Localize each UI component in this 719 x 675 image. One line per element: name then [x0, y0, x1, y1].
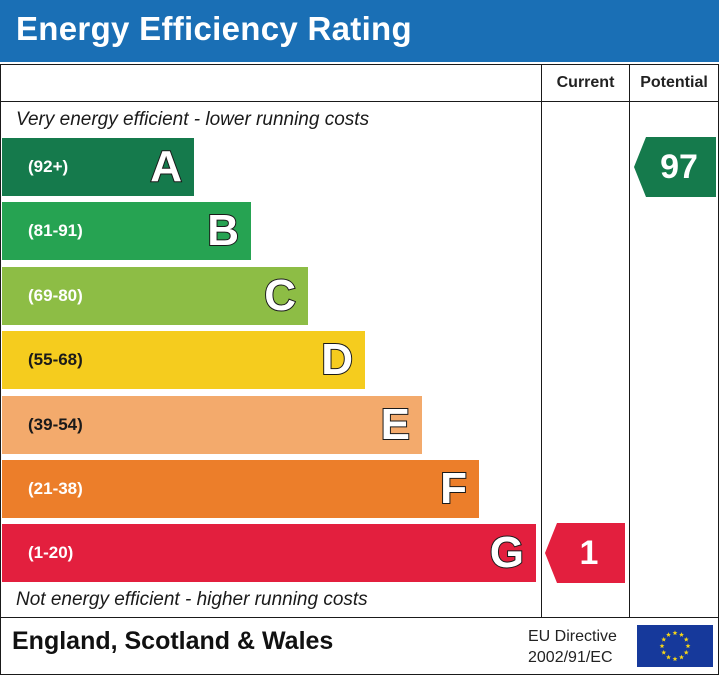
region-label: England, Scotland & Wales	[12, 627, 334, 655]
band-b: (81-91) B	[2, 202, 251, 260]
band-g-letter: G	[489, 527, 525, 578]
band-e-range: (39-54)	[28, 415, 83, 434]
potential-rating-arrow-shape	[634, 137, 716, 197]
band-e: (39-54) E	[2, 396, 422, 454]
eu-star-icon	[679, 654, 684, 660]
current-rating-arrow-shape	[545, 523, 625, 583]
potential-rating-value: 97	[660, 148, 698, 186]
bottom-note: Not energy efficient - higher running co…	[16, 589, 368, 610]
band-a: (92+) A	[2, 138, 194, 196]
header-bar: Energy Efficiency Rating	[0, 0, 719, 62]
eu-directive-line2: 2002/91/EC	[528, 649, 613, 666]
eu-star-icon	[679, 632, 684, 637]
band-f-letter: F	[439, 463, 468, 514]
current-column-header: Current	[556, 74, 615, 91]
band-e-letter: E	[380, 399, 411, 450]
band-d-letter: D	[320, 334, 354, 385]
potential-rating-arrow: 97	[634, 137, 716, 197]
eu-star-icon	[683, 636, 689, 642]
band-c-range: (69-80)	[28, 286, 83, 305]
top-note: Very energy efficient - lower running co…	[16, 109, 370, 130]
current-column-divider	[541, 64, 542, 617]
eu-star-icon	[672, 656, 678, 662]
band-c-letter: C	[263, 270, 297, 321]
eu-star-icon	[661, 649, 667, 655]
band-b-letter: B	[206, 205, 240, 256]
eu-star-icon	[659, 643, 665, 649]
band-g-range: (1-20)	[28, 543, 74, 562]
current-rating-arrow: 1	[545, 523, 625, 583]
eu-directive-line1: EU Directive	[528, 628, 617, 645]
band-d-range: (55-68)	[28, 350, 83, 369]
band-d: (55-68) D	[2, 331, 365, 389]
current-rating-value: 1	[579, 534, 599, 572]
eu-star-icon	[672, 630, 678, 636]
eu-star-icon	[685, 643, 691, 649]
potential-column-divider	[629, 64, 630, 617]
band-f-range: (21-38)	[28, 479, 83, 498]
band-f: (21-38) F	[2, 460, 479, 518]
column-header-divider	[0, 101, 719, 102]
eu-directive: EU Directive 2002/91/EC	[528, 626, 617, 668]
eu-star-icon	[683, 649, 689, 655]
footer-divider	[0, 617, 719, 618]
potential-column-header: Potential	[640, 74, 708, 91]
eu-star-icon	[661, 636, 667, 642]
band-a-range: (92+)	[28, 157, 69, 176]
band-a-letter: A	[149, 141, 183, 192]
band-c: (69-80) C	[2, 267, 308, 325]
eu-star-icon	[666, 654, 671, 660]
eu-star-icon	[666, 632, 671, 637]
eu-flag-icon	[637, 625, 713, 667]
band-g: (1-20) G	[2, 524, 536, 582]
band-b-range: (81-91)	[28, 221, 83, 240]
chart-title: Energy Efficiency Rating	[16, 10, 412, 47]
